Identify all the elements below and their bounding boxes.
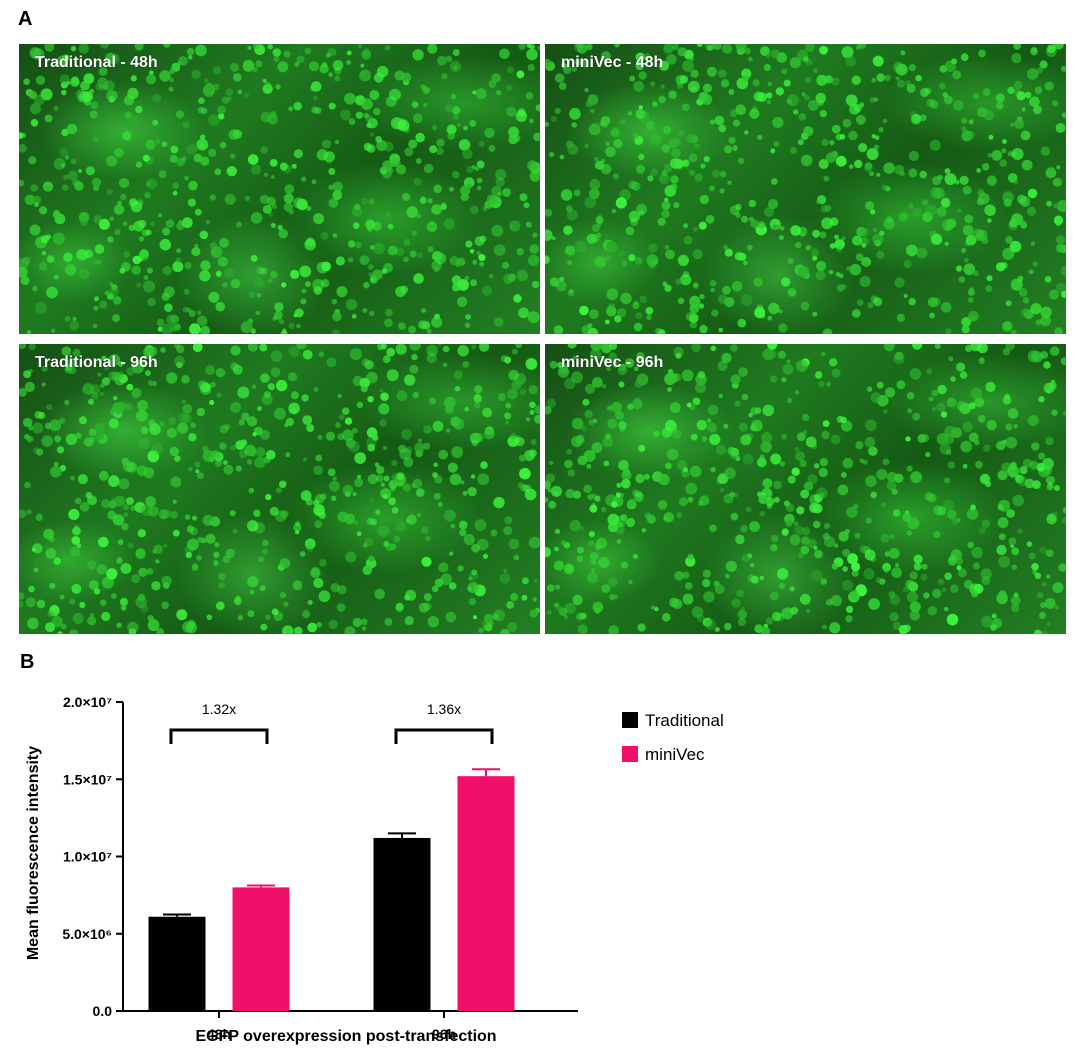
x-tick-label: 96h xyxy=(432,1026,456,1042)
bars xyxy=(148,768,515,1011)
micrograph-traditional-96h: Traditional - 96h xyxy=(19,344,540,634)
annotations: 1.32x 1.36x xyxy=(169,701,494,744)
micrograph-label: miniVec - 96h xyxy=(561,354,664,371)
bar-minivec-48h xyxy=(232,887,290,1011)
y-tick-label: 1.5×10⁷ xyxy=(63,771,112,787)
legend-swatch-minivec xyxy=(622,746,638,762)
y-tick-label: 5.0×10⁶ xyxy=(62,926,112,942)
panel-b-label: B xyxy=(20,651,35,673)
fold-change-bracket xyxy=(169,728,269,744)
x-tick-label: 48h xyxy=(207,1026,231,1042)
y-tick-label: 1.0×10⁷ xyxy=(63,849,112,865)
micrograph-minivec-48h: miniVec - 48h xyxy=(545,44,1066,334)
panel-a-label: A xyxy=(18,8,33,30)
y-tick-label: 0.0 xyxy=(93,1003,113,1019)
bar-chart: 0.0 5.0×10⁶ 1.0×10⁷ 1.5×10⁷ 2.0×10⁷ 48h 96h 1… xyxy=(25,694,724,1045)
cell-texture xyxy=(545,44,1066,334)
micrograph-minivec-96h: miniVec - 96h xyxy=(545,344,1066,634)
micrograph-traditional-48h: Traditional - 48h xyxy=(19,44,540,334)
micrograph-label: Traditional - 96h xyxy=(35,354,158,371)
legend: Traditional miniVec xyxy=(622,711,724,764)
cell-texture xyxy=(19,344,540,634)
legend-label: miniVec xyxy=(645,745,705,764)
bar-traditional-96h xyxy=(373,837,431,1011)
y-axis-title: Mean fluorescence intensity xyxy=(25,746,42,960)
bar-traditional-48h xyxy=(148,916,206,1011)
micrograph-label: miniVec - 48h xyxy=(561,54,664,71)
fold-change-label: 1.36x xyxy=(427,701,461,717)
bar-minivec-96h xyxy=(457,776,515,1011)
x-axis-title: EGFP overexpression post-transfection xyxy=(195,1028,496,1045)
legend-label: Traditional xyxy=(645,711,724,730)
cell-texture xyxy=(545,344,1066,634)
y-axis: 0.0 5.0×10⁶ 1.0×10⁷ 1.5×10⁷ 2.0×10⁷ xyxy=(62,694,124,1019)
cell-texture xyxy=(19,44,540,334)
legend-swatch-traditional xyxy=(622,712,638,728)
fold-change-label: 1.32x xyxy=(202,701,236,717)
micrograph-label: Traditional - 48h xyxy=(35,54,158,71)
y-tick-label: 2.0×10⁷ xyxy=(63,694,112,710)
fold-change-bracket xyxy=(394,728,494,744)
